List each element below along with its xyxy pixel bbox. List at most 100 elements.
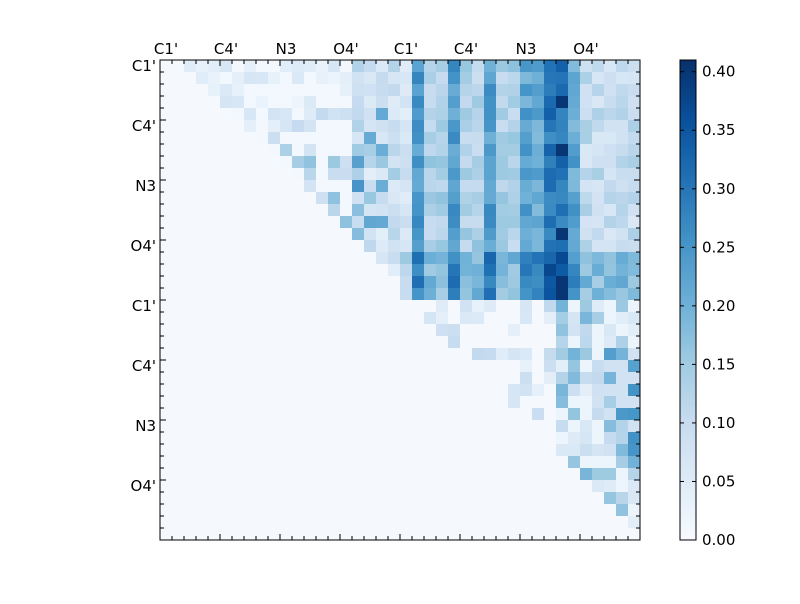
heatmap-cell bbox=[616, 240, 629, 253]
heatmap-cell bbox=[352, 108, 365, 121]
heatmap-cell bbox=[496, 180, 509, 193]
heatmap-cell bbox=[400, 372, 413, 385]
heatmap-cell bbox=[328, 84, 341, 97]
heatmap-cell bbox=[532, 504, 545, 517]
heatmap-cell bbox=[232, 420, 245, 433]
heatmap-cell bbox=[628, 252, 641, 265]
heatmap-cell bbox=[604, 360, 617, 373]
heatmap-cell bbox=[604, 192, 617, 205]
heatmap-cell bbox=[160, 480, 173, 493]
heatmap-cell bbox=[316, 372, 329, 385]
heatmap-cell bbox=[304, 288, 317, 301]
heatmap-cell bbox=[184, 156, 197, 169]
heatmap-cell bbox=[316, 456, 329, 469]
heatmap-cell bbox=[628, 396, 641, 409]
heatmap-cell bbox=[544, 288, 557, 301]
heatmap-cell bbox=[496, 156, 509, 169]
heatmap-cell bbox=[208, 276, 221, 289]
heatmap-cell bbox=[364, 528, 377, 541]
heatmap-cell bbox=[244, 444, 257, 457]
heatmap-cell bbox=[484, 300, 497, 313]
heatmap-cell bbox=[412, 168, 425, 181]
heatmap-cell bbox=[268, 504, 281, 517]
heatmap-cell bbox=[628, 96, 641, 109]
heatmap-cell bbox=[316, 348, 329, 361]
heatmap-cell bbox=[424, 528, 437, 541]
heatmap-cell bbox=[280, 324, 293, 337]
heatmap-cell bbox=[496, 408, 509, 421]
heatmap-cell bbox=[568, 180, 581, 193]
heatmap-cell bbox=[424, 216, 437, 229]
heatmap-cell bbox=[220, 156, 233, 169]
heatmap-cell bbox=[508, 264, 521, 277]
heatmap-cell bbox=[160, 348, 173, 361]
heatmap-cell bbox=[592, 276, 605, 289]
heatmap-cell bbox=[208, 120, 221, 133]
heatmap-cell bbox=[436, 288, 449, 301]
heatmap-cell bbox=[256, 252, 269, 265]
heatmap-cell bbox=[208, 480, 221, 493]
heatmap-cell bbox=[616, 144, 629, 157]
heatmap-cell bbox=[316, 480, 329, 493]
heatmap-cell bbox=[328, 276, 341, 289]
heatmap-cell bbox=[328, 240, 341, 253]
heatmap-cell bbox=[436, 408, 449, 421]
heatmap-cell bbox=[352, 408, 365, 421]
heatmap-cell bbox=[508, 180, 521, 193]
heatmap-cell bbox=[388, 216, 401, 229]
heatmap-cell bbox=[172, 480, 185, 493]
heatmap-cell bbox=[424, 360, 437, 373]
heatmap-cell bbox=[208, 192, 221, 205]
heatmap-cell bbox=[376, 204, 389, 217]
heatmap-cell bbox=[484, 264, 497, 277]
heatmap-cell bbox=[460, 396, 473, 409]
heatmap-cell bbox=[508, 456, 521, 469]
heatmap-cell bbox=[364, 252, 377, 265]
heatmap-cell bbox=[304, 468, 317, 481]
heatmap-cell bbox=[532, 276, 545, 289]
heatmap-cell bbox=[220, 312, 233, 325]
heatmap-cell bbox=[316, 60, 329, 73]
heatmap-cell bbox=[196, 252, 209, 265]
heatmap-cell bbox=[628, 156, 641, 169]
heatmap-cell bbox=[232, 360, 245, 373]
heatmap-cell bbox=[316, 216, 329, 229]
heatmap-cell bbox=[256, 348, 269, 361]
heatmap-cell bbox=[460, 120, 473, 133]
heatmap-cell bbox=[616, 468, 629, 481]
heatmap-cell bbox=[184, 324, 197, 337]
heatmap-cell bbox=[256, 192, 269, 205]
heatmap-cell bbox=[460, 60, 473, 73]
heatmap-cell bbox=[268, 288, 281, 301]
heatmap-cell bbox=[376, 348, 389, 361]
heatmap-cell bbox=[520, 444, 533, 457]
heatmap-cell bbox=[352, 120, 365, 133]
heatmap-cell bbox=[580, 336, 593, 349]
heatmap-cell bbox=[436, 300, 449, 313]
heatmap-cell bbox=[412, 312, 425, 325]
heatmap-cell bbox=[580, 288, 593, 301]
heatmap-cell bbox=[472, 432, 485, 445]
heatmap-cell bbox=[568, 276, 581, 289]
heatmap-cell bbox=[544, 180, 557, 193]
heatmap-cell bbox=[436, 504, 449, 517]
heatmap-cell bbox=[400, 252, 413, 265]
x-tick-label: C4' bbox=[454, 40, 478, 58]
heatmap-cell bbox=[400, 528, 413, 541]
y-tick-label: N3 bbox=[135, 177, 156, 195]
heatmap-cell bbox=[544, 444, 557, 457]
heatmap-cell bbox=[244, 180, 257, 193]
heatmap-cell bbox=[400, 516, 413, 529]
heatmap-cell bbox=[220, 60, 233, 73]
heatmap-cell bbox=[184, 312, 197, 325]
heatmap-cell bbox=[460, 504, 473, 517]
heatmap-cell bbox=[592, 396, 605, 409]
heatmap-cell bbox=[568, 396, 581, 409]
heatmap-cell bbox=[388, 444, 401, 457]
heatmap-cell bbox=[160, 504, 173, 517]
heatmap-cell bbox=[484, 336, 497, 349]
heatmap-cell bbox=[460, 480, 473, 493]
heatmap-cell bbox=[220, 72, 233, 85]
heatmap-cell bbox=[196, 396, 209, 409]
